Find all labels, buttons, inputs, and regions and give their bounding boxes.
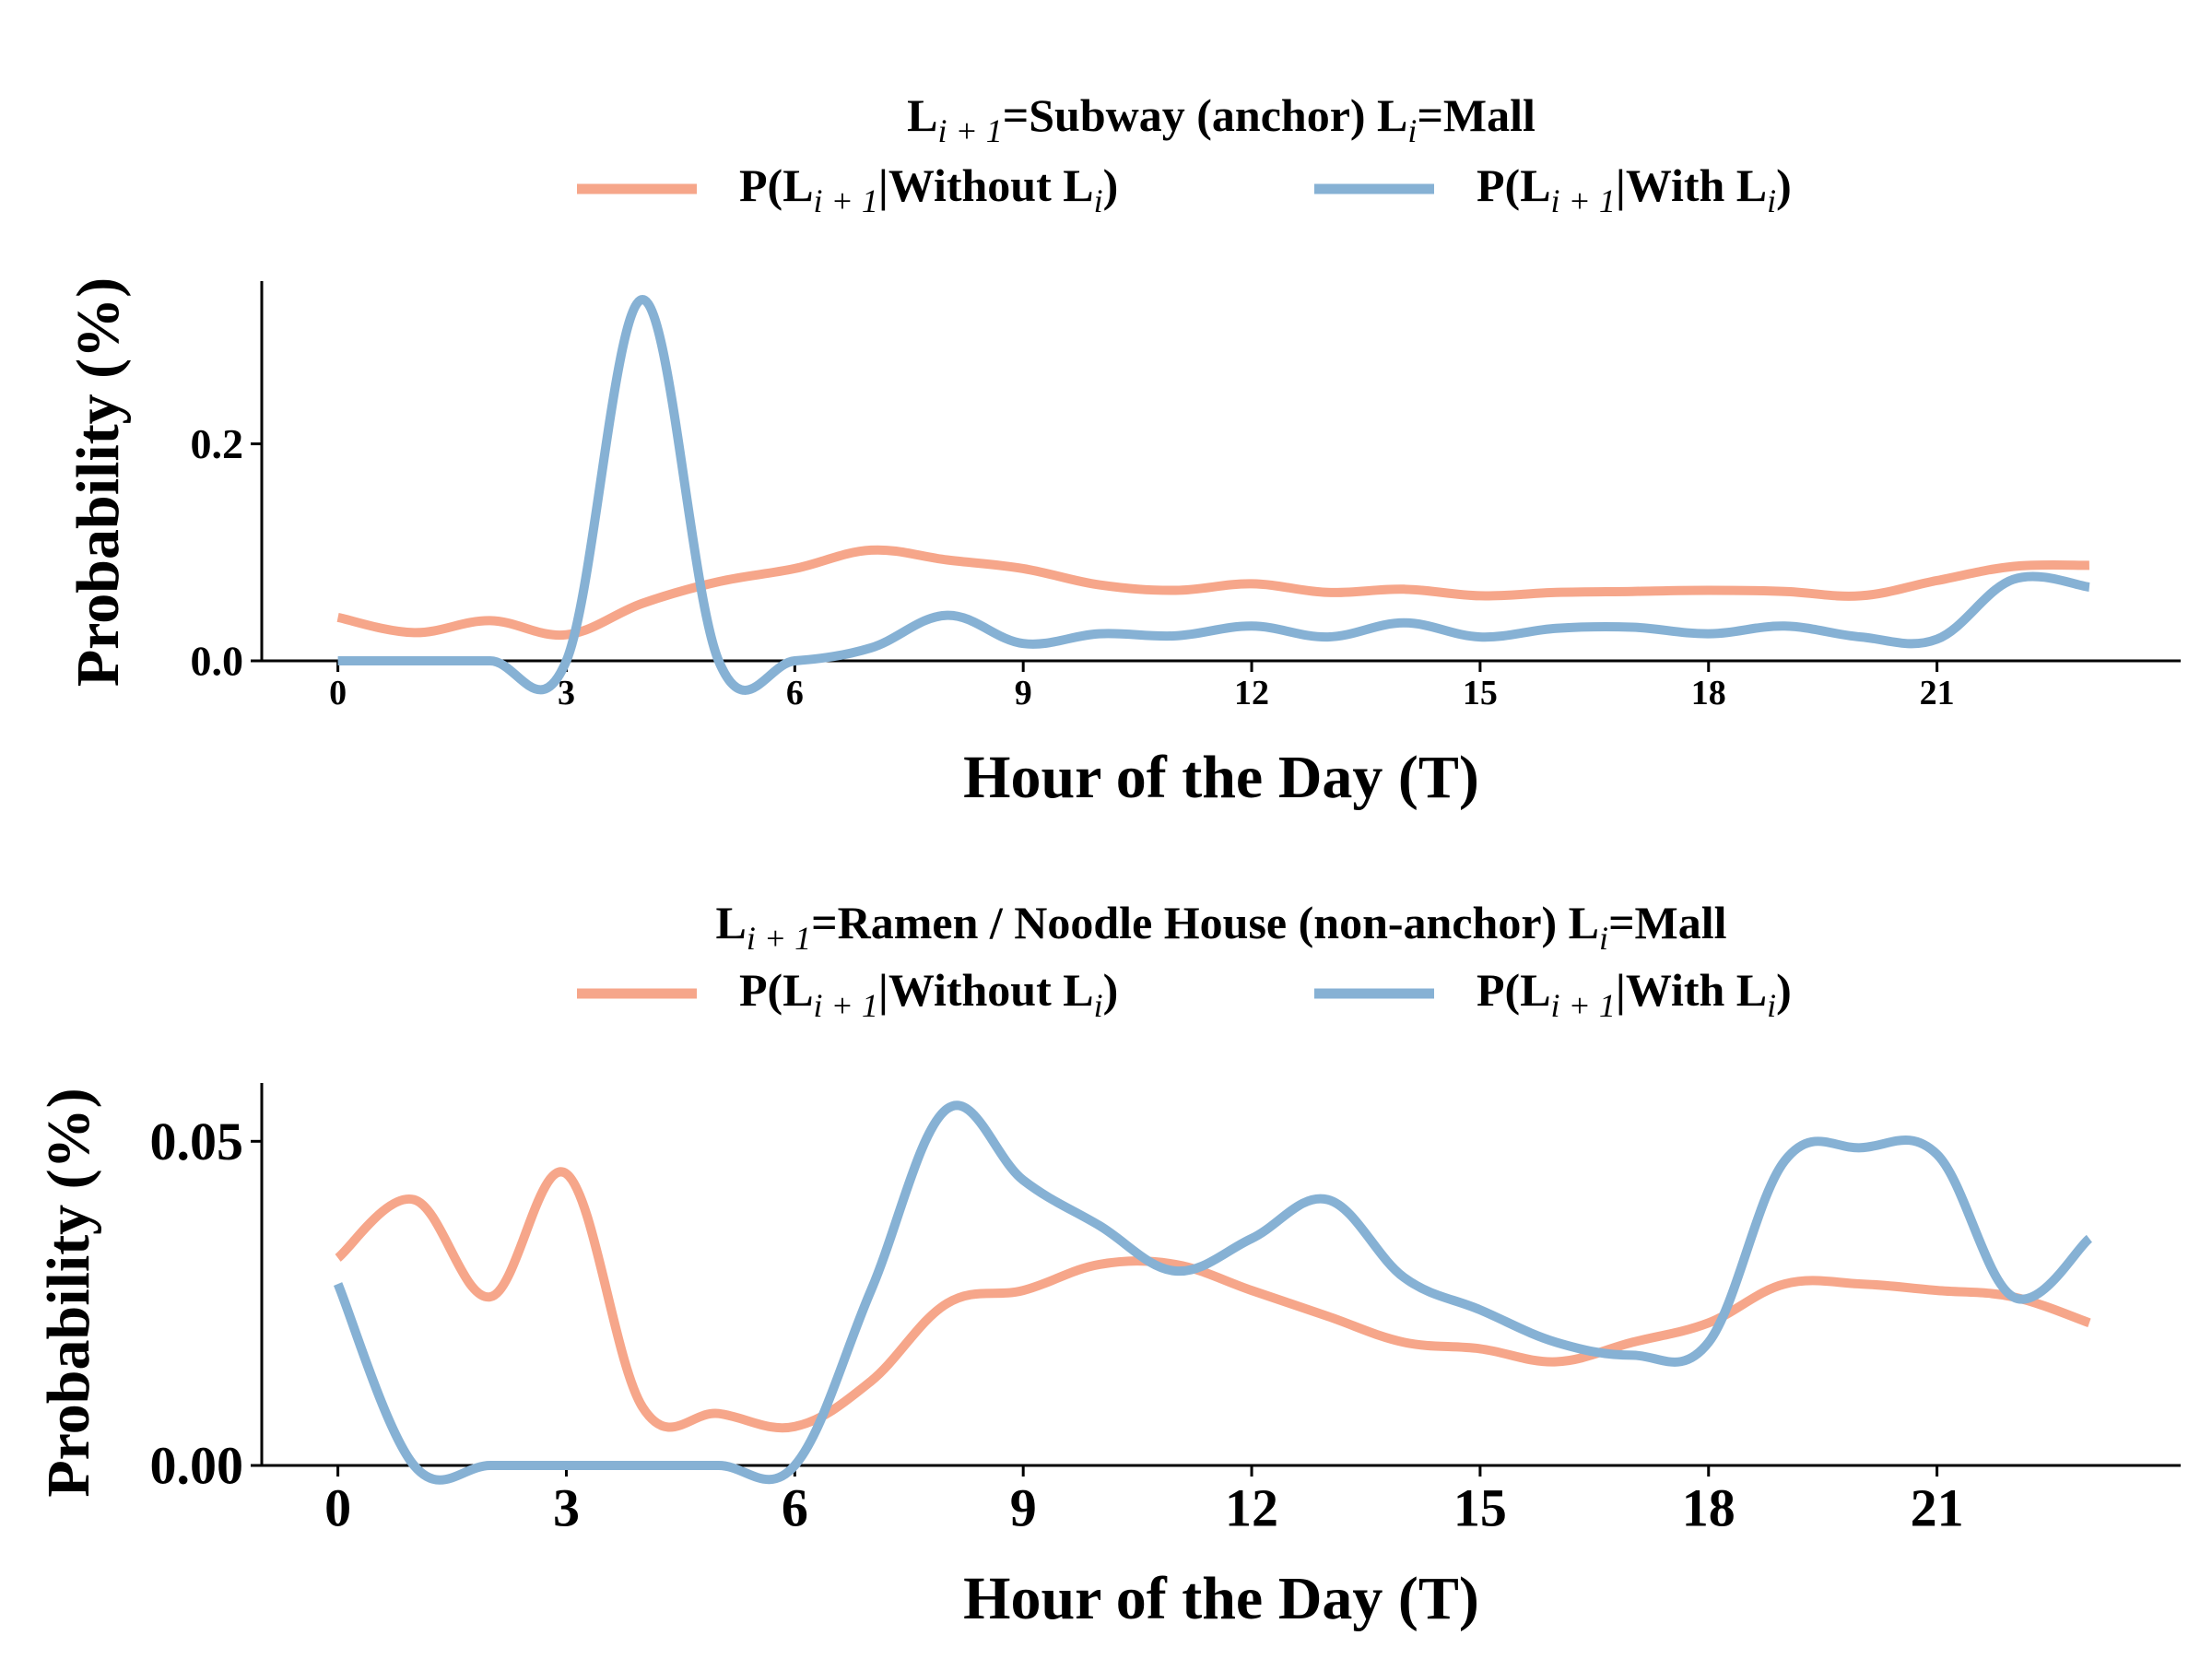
x-tick-label: 6 — [782, 1477, 808, 1537]
x-tick-label: 18 — [1691, 674, 1726, 712]
x-tick-label: 18 — [1682, 1477, 1735, 1537]
x-tick-label: 0 — [324, 1477, 351, 1537]
x-tick-label: 21 — [1920, 674, 1955, 712]
x-tick-label: 12 — [1225, 1477, 1278, 1537]
legend-label: P(Li + 1|Without Li) — [739, 159, 1118, 219]
y-axis-label: Probability (%) — [65, 277, 132, 687]
chart-title: Li + 1=Ramen / Noodle House (non-anchor)… — [715, 897, 1726, 957]
legend-label: P(Li + 1|With Li) — [1477, 159, 1792, 219]
x-tick-label: 15 — [1463, 674, 1498, 712]
chart-title: Li + 1=Subway (anchor) Li=Mall — [907, 89, 1535, 149]
x-axis-label: Hour of the Day (T) — [963, 744, 1479, 811]
y-tick-label: 0.2 — [191, 420, 244, 467]
x-axis-label: Hour of the Day (T) — [963, 1565, 1479, 1632]
y-tick-label: 0.00 — [150, 1436, 244, 1496]
legend-label: P(Li + 1|Without Li) — [739, 964, 1118, 1024]
y-tick-label: 0.05 — [150, 1112, 244, 1171]
x-tick-label: 12 — [1234, 674, 1269, 712]
x-tick-label: 15 — [1453, 1477, 1507, 1537]
y-tick-label: 0.0 — [191, 638, 244, 685]
x-tick-label: 9 — [1015, 674, 1032, 712]
series-line-with — [333, 1100, 2093, 1485]
x-tick-label: 6 — [786, 674, 804, 712]
x-tick-label: 3 — [553, 1477, 580, 1537]
x-tick-label: 21 — [1911, 1477, 1964, 1537]
x-tick-label: 0 — [329, 674, 347, 712]
series-line-without — [336, 545, 2089, 641]
y-axis-label: Probability (%) — [35, 1088, 102, 1497]
legend: P(Li + 1|Without Li) P(Li + 1|With Li) — [577, 964, 1792, 1024]
x-tick-label: 3 — [558, 674, 575, 712]
subplot-subway: Li + 1=Subway (anchor) Li=Mall P(Li + 1|W… — [65, 89, 2181, 811]
legend: P(Li + 1|Without Li) P(Li + 1|With Li) — [577, 159, 1792, 219]
subplot-ramen: Li + 1=Ramen / Noodle House (non-anchor)… — [35, 897, 2181, 1632]
x-tick-label: 9 — [1010, 1477, 1037, 1537]
legend-label: P(Li + 1|With Li) — [1477, 964, 1792, 1024]
series-line-without — [335, 1167, 2091, 1433]
series-line-with — [337, 295, 2090, 695]
